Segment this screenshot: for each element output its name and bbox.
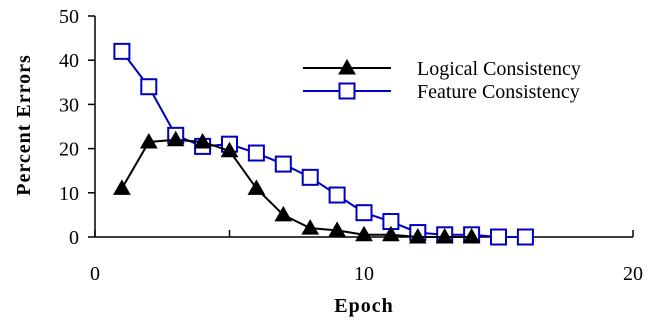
x-tick-label: 0 — [90, 263, 100, 285]
data-point — [382, 225, 400, 242]
data-point — [328, 221, 346, 237]
data-point — [247, 144, 265, 162]
data-point — [274, 205, 293, 222]
legend-marker — [338, 58, 356, 75]
legend-label: Logical Consistency — [417, 58, 581, 80]
data-point — [355, 225, 373, 242]
series-line — [121, 138, 472, 238]
data-point — [516, 228, 534, 246]
x-axis-title: Epoch — [334, 295, 393, 317]
legend-label: Feature Consistency — [417, 81, 580, 103]
data-point — [355, 204, 373, 222]
data-point — [301, 219, 320, 235]
data-point — [193, 132, 212, 149]
data-point — [140, 78, 158, 96]
data-point — [113, 42, 131, 60]
series-layer — [113, 42, 534, 246]
data-point — [247, 179, 266, 195]
data-point — [220, 141, 239, 158]
data-point — [113, 179, 131, 195]
axes: 0 10 20 30 40 50 0 10 20 — [59, 6, 643, 285]
y-tick-label: 40 — [59, 50, 79, 72]
data-point — [408, 227, 427, 244]
legend-item-feature-consistency: Feature Consistency — [303, 81, 580, 103]
data-point — [139, 132, 158, 149]
data-point — [462, 227, 481, 244]
x-tick-label: 10 — [354, 263, 374, 285]
y-tick-label: 10 — [59, 183, 79, 205]
data-point — [301, 168, 319, 186]
data-point — [274, 155, 292, 173]
y-tick-label: 50 — [59, 6, 79, 28]
y-tick-label: 20 — [59, 139, 79, 161]
data-point — [490, 228, 507, 246]
legend-marker — [338, 82, 356, 100]
data-point — [435, 227, 454, 244]
series-logical-consistency — [113, 130, 481, 244]
y-tick-label: 30 — [59, 94, 79, 116]
y-tick-label: 0 — [69, 227, 79, 249]
y-axis-title: Percent Errors — [13, 54, 35, 196]
legend-item-logical-consistency: Logical Consistency — [303, 58, 581, 80]
x-tick-label: 20 — [623, 263, 643, 285]
data-point — [328, 186, 346, 204]
data-point — [166, 130, 185, 147]
